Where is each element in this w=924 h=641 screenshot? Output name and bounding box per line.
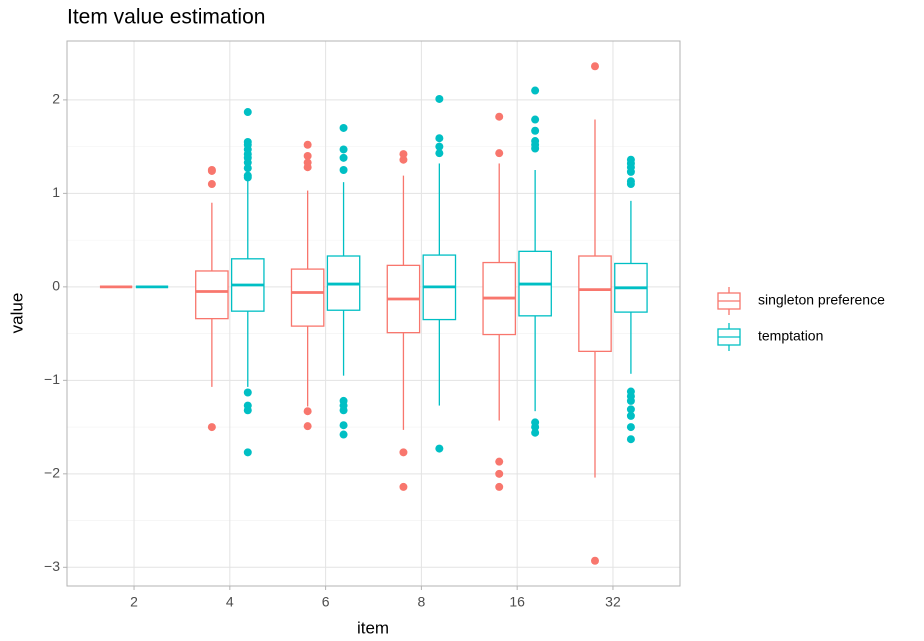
x-tick-label: 6 [322, 594, 330, 610]
outlier [531, 144, 540, 153]
outlier [531, 126, 540, 135]
outlier [626, 435, 635, 444]
x-tick-label: 2 [130, 594, 138, 610]
outlier [339, 406, 348, 415]
x-tick-label: 32 [605, 594, 621, 610]
outlier [243, 164, 252, 173]
outlier [435, 134, 444, 143]
outlier [243, 388, 252, 397]
outlier [435, 94, 444, 103]
outlier [303, 163, 312, 172]
y-tick-label: 0 [52, 278, 60, 294]
outlier [590, 556, 599, 565]
chart-title: Item value estimation [67, 6, 265, 29]
legend-label: temptation [758, 328, 823, 344]
outlier [207, 166, 216, 175]
outlier [435, 142, 444, 151]
outlier [626, 423, 635, 432]
outlier [495, 482, 504, 491]
outlier [339, 430, 348, 439]
outlier [495, 457, 504, 466]
outlier [303, 407, 312, 416]
outlier [339, 145, 348, 154]
y-axis-label: value [7, 293, 26, 334]
box [578, 255, 612, 353]
outlier [243, 173, 252, 182]
y-tick-label: −1 [44, 371, 60, 387]
outlier [303, 422, 312, 431]
y-tick-label: −3 [44, 558, 60, 574]
x-tick-label: 8 [417, 594, 425, 610]
outlier [243, 406, 252, 415]
outlier [339, 421, 348, 430]
outlier [531, 428, 540, 437]
x-tick-label: 4 [226, 594, 234, 610]
outlier [207, 180, 216, 189]
outlier [495, 149, 504, 158]
y-tick-label: 1 [52, 184, 60, 200]
outlier [626, 405, 635, 414]
outlier [399, 482, 408, 491]
outlier [399, 150, 408, 159]
box [290, 268, 325, 327]
outlier [626, 396, 635, 405]
outlier [435, 444, 444, 453]
outlier [399, 448, 408, 457]
outlier [339, 153, 348, 162]
x-axis-label: item [357, 618, 389, 637]
outlier [339, 123, 348, 132]
outlier [531, 423, 540, 432]
outlier [495, 112, 504, 121]
outlier [339, 166, 348, 175]
outlier [531, 115, 540, 124]
box [195, 270, 229, 320]
plot-border [66, 40, 681, 587]
y-tick-label: 2 [52, 91, 60, 107]
outlier [399, 155, 408, 164]
outlier [243, 448, 252, 457]
outlier [495, 469, 504, 478]
outlier [435, 149, 444, 158]
outlier [626, 411, 635, 420]
y-tick-label: −2 [44, 465, 60, 481]
outlier [243, 158, 252, 167]
outlier [626, 180, 635, 189]
outlier [243, 108, 252, 117]
outlier [626, 167, 635, 176]
outlier [303, 151, 312, 160]
x-tick-label: 16 [509, 594, 525, 610]
outlier [303, 140, 312, 149]
outlier [207, 423, 216, 432]
outlier [590, 62, 599, 71]
legend-label: singleton preference [758, 292, 885, 308]
outlier [531, 86, 540, 95]
